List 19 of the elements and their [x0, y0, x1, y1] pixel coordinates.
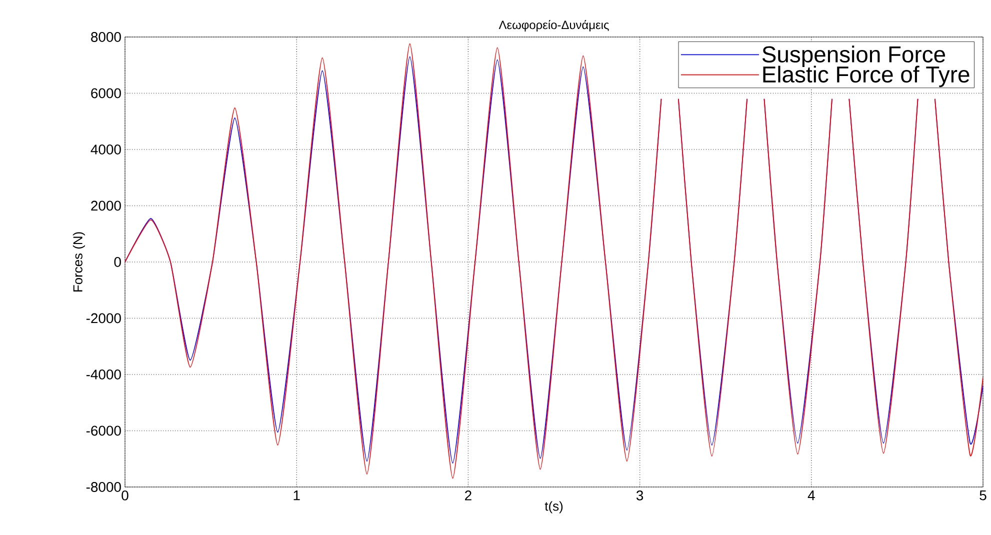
x-tick-label: 5	[980, 490, 986, 500]
y-tick-label: 4000	[90, 144, 121, 154]
y-tick-label: -8000	[86, 482, 121, 492]
y-tick-label: -2000	[86, 313, 121, 324]
chart-title: Λεωφορείο-Δυνάμεις	[498, 20, 609, 32]
y-tick-label: -4000	[86, 370, 121, 380]
x-axis-title: t(s)	[544, 501, 563, 514]
x-tick-label: 2	[465, 490, 472, 500]
y-tick-label: 0	[114, 257, 121, 267]
x-tick-label: 1	[294, 490, 300, 500]
y-tick-label: 8000	[91, 32, 121, 42]
x-tick-label: 3	[636, 490, 644, 500]
y-tick-label: -6000	[86, 426, 121, 436]
x-tick-label: 0	[122, 490, 128, 500]
y-axis-title: Forces (N)	[72, 232, 85, 292]
y-tick-label: 6000	[91, 88, 121, 98]
legend-label: Elastic Force of Tyre	[763, 66, 970, 88]
x-tick-label: 4	[808, 490, 815, 500]
y-tick-label: 2000	[91, 200, 121, 211]
